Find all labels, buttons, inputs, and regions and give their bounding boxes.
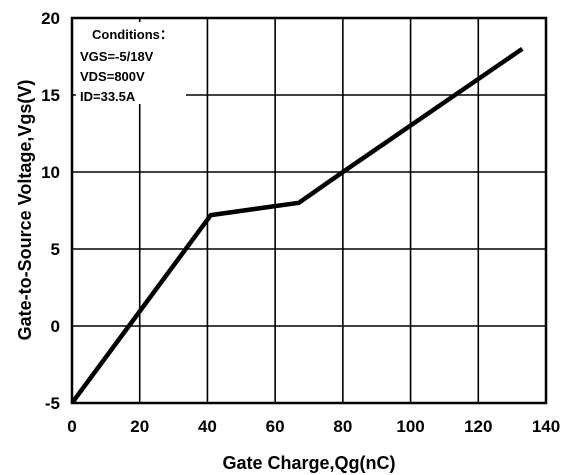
y-tick-label-3: 10 — [41, 163, 60, 182]
y-tick-label-1: 0 — [51, 317, 60, 336]
x-tick-label-0: 0 — [67, 417, 76, 436]
grid — [72, 18, 546, 403]
y-tick-labels: -5 0 5 10 15 20 — [41, 9, 60, 413]
conditions-line-id: ID=33.5A — [80, 89, 136, 104]
conditions-background — [76, 22, 186, 104]
conditions-annotation: Conditions： VGS=-5/18V VDS=800V ID=33.5A — [76, 22, 186, 104]
y-tick-label-4: 15 — [41, 86, 60, 105]
series-line-0 — [70, 46, 524, 405]
conditions-line-vds: VDS=800V — [80, 69, 145, 84]
x-axis-title: Gate Charge,Qg(nC) — [222, 453, 395, 473]
x-tick-label-2: 40 — [198, 417, 217, 436]
x-tick-label-6: 120 — [464, 417, 492, 436]
x-tick-label-7: 140 — [532, 417, 560, 436]
plot-area-frame — [70, 16, 548, 405]
x-tick-label-5: 100 — [396, 417, 424, 436]
x-tick-label-3: 60 — [266, 417, 285, 436]
conditions-title: Conditions： — [92, 27, 173, 42]
x-tick-label-1: 20 — [130, 417, 149, 436]
y-tick-label-2: 5 — [51, 240, 60, 259]
x-tick-labels: 0 20 40 60 80 100 120 140 — [67, 417, 560, 436]
conditions-line-vgs: VGS=-5/18V — [80, 49, 154, 64]
series-layer — [70, 46, 524, 405]
y-tick-label-5: 20 — [41, 9, 60, 28]
x-tick-label-4: 80 — [333, 417, 352, 436]
y-axis-title: Gate-to-Source Voltage,Vgs(V) — [15, 80, 35, 341]
y-tick-label-0: -5 — [45, 394, 60, 413]
